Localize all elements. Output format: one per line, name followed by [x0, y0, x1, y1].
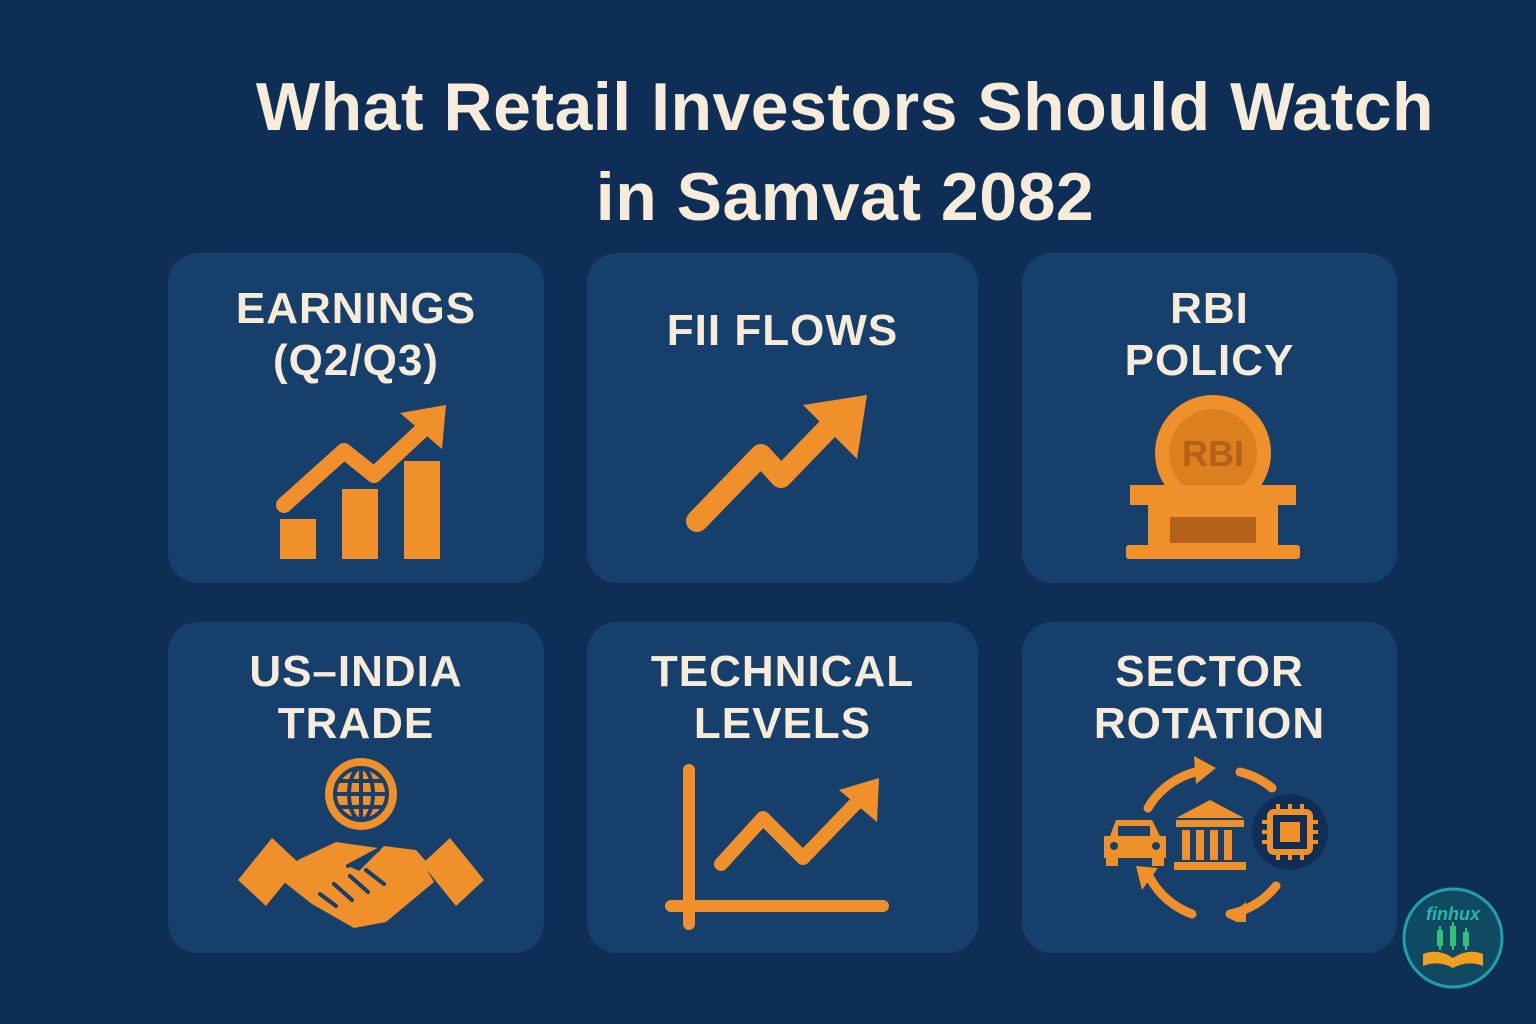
- card-fii-flows-label: FII FLOWS: [587, 305, 978, 357]
- card-technical-levels: TECHNICAL LEVELS: [587, 622, 978, 953]
- title-line-1: What Retail Investors Should Watch: [255, 69, 1435, 145]
- card-rbi-policy-label-line1: RBI: [1170, 284, 1249, 333]
- bank-icon: [1174, 800, 1246, 870]
- card-us-india-trade-label-line2: TRADE: [277, 699, 435, 748]
- card-earnings-label: EARNINGS (Q2/Q3): [168, 283, 544, 387]
- card-us-india-trade: US–INDIA TRADE: [168, 622, 544, 953]
- finhux-logo-icon: finhux: [1402, 887, 1504, 989]
- card-sector-rotation-label: SECTOR ROTATION: [1022, 646, 1397, 750]
- card-us-india-trade-label: US–INDIA TRADE: [168, 646, 544, 750]
- card-rbi-policy: RBI POLICY RBI: [1022, 253, 1397, 583]
- page-title: What Retail Investors Should Watch in Sa…: [200, 62, 1490, 242]
- chip-icon: [1252, 794, 1328, 870]
- bar-chart-growth-icon: [276, 405, 446, 559]
- card-sector-rotation-label-line1: SECTOR: [1115, 647, 1304, 696]
- trending-up-arrow-icon: [686, 395, 867, 532]
- card-earnings: EARNINGS (Q2/Q3): [168, 253, 544, 583]
- card-technical-levels-label-line1: TECHNICAL: [650, 647, 915, 696]
- sector-rotation-icon: [1104, 756, 1328, 922]
- handshake-globe-icon: [238, 758, 484, 928]
- card-rbi-policy-label-line2: POLICY: [1124, 336, 1295, 385]
- title-line-2: in Samvat 2082: [595, 159, 1095, 235]
- card-technical-levels-label-line2: LEVELS: [693, 699, 872, 748]
- card-rbi-policy-label: RBI POLICY: [1022, 283, 1397, 387]
- card-sector-rotation: SECTOR ROTATION: [1022, 622, 1397, 953]
- line-chart-axes-icon: [665, 764, 889, 930]
- card-earnings-label-line1: EARNINGS: [235, 284, 477, 333]
- logo-text: finhux: [1426, 904, 1481, 924]
- globe-icon: [325, 758, 397, 830]
- card-technical-levels-label: TECHNICAL LEVELS: [587, 646, 978, 750]
- card-earnings-label-line2: (Q2/Q3): [273, 336, 439, 385]
- car-icon: [1104, 820, 1166, 866]
- card-us-india-trade-label-line1: US–INDIA: [249, 647, 463, 696]
- rbi-coin-text: RBI: [1182, 433, 1244, 474]
- card-sector-rotation-label-line2: ROTATION: [1093, 699, 1326, 748]
- rbi-building-icon: RBI: [1126, 395, 1300, 559]
- card-fii-flows: FII FLOWS: [587, 253, 978, 583]
- card-fii-flows-label-line1: FII FLOWS: [666, 306, 899, 355]
